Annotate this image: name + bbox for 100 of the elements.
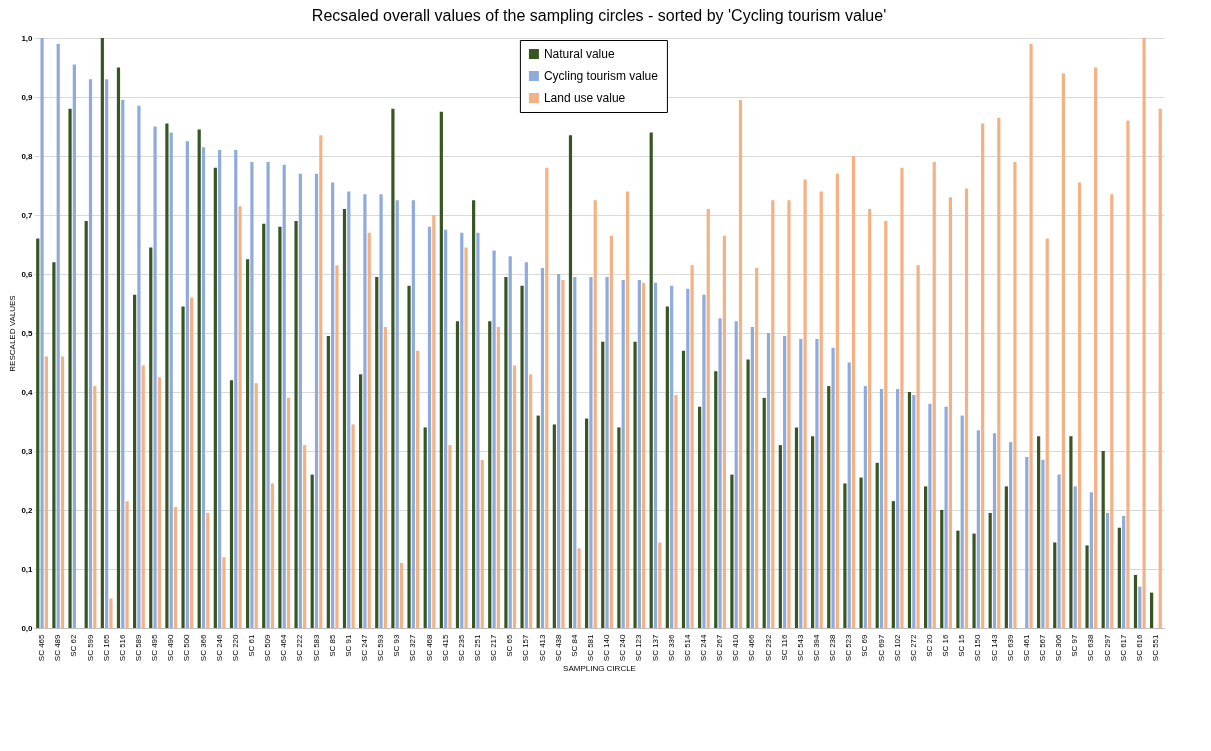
x-tick-label: SC 222 (295, 633, 305, 662)
x-tick-label: SC 438 (553, 633, 563, 662)
bar (72, 64, 76, 628)
x-tick-label: SC 247 (359, 633, 369, 662)
bar (1061, 73, 1065, 628)
bar (718, 318, 722, 628)
x-tick-label: SC 235 (456, 633, 466, 662)
x-tick-label: SC 93 (392, 633, 402, 657)
x-tick-label: SC 551 (1150, 633, 1160, 662)
bar (976, 430, 980, 628)
bar (577, 548, 581, 628)
bar (1077, 182, 1082, 628)
bar (423, 427, 427, 628)
bar (787, 200, 791, 628)
bar (799, 338, 803, 628)
y-tick-label: 0,0 (21, 623, 34, 633)
bar (730, 474, 734, 628)
bar (778, 445, 782, 628)
y-tick-label: 0,4 (21, 387, 34, 397)
x-tick-label: SC 297 (1102, 633, 1112, 662)
bar (262, 223, 266, 628)
bar (940, 510, 944, 628)
bar (379, 194, 383, 628)
bar (536, 415, 540, 628)
bar (609, 235, 613, 628)
x-tick-label: SC 415 (440, 633, 450, 662)
x-tick-label: SC 489 (53, 633, 63, 662)
bar (294, 220, 298, 628)
y-tick-label: 0,2 (21, 505, 34, 515)
bar (811, 436, 815, 628)
bar (766, 333, 771, 628)
bar (512, 365, 517, 628)
bar (246, 259, 250, 628)
bar (1085, 545, 1089, 628)
bar (476, 232, 480, 628)
x-tick-label: SC 516 (117, 633, 127, 662)
bar (690, 265, 694, 628)
bar (698, 406, 702, 628)
x-tick-label: SC 217 (489, 633, 499, 662)
bar (944, 406, 948, 628)
bar (868, 209, 872, 628)
legend-label: Natural value (543, 47, 615, 61)
x-tick-label: SC 150 (973, 633, 983, 662)
x-tick-label: SC 543 (795, 633, 805, 662)
x-tick-label: SC 157 (521, 633, 531, 662)
x-tick-label: SC 123 (634, 633, 644, 662)
bar (621, 279, 625, 628)
bar (141, 365, 145, 628)
bar (831, 347, 835, 628)
bar (746, 359, 750, 628)
bar (1073, 486, 1077, 628)
bar (771, 200, 775, 628)
x-tick-label: SC 140 (602, 633, 612, 662)
bar (367, 232, 371, 628)
bar (859, 477, 863, 628)
bar (794, 427, 799, 628)
x-tick-label: SC 616 (1134, 633, 1144, 662)
bar (250, 161, 254, 628)
bar (439, 111, 443, 628)
bar (303, 445, 307, 628)
bar (206, 512, 210, 628)
bar (448, 445, 452, 628)
bar (492, 250, 496, 628)
x-tick-label: SC 165 (101, 633, 111, 662)
bar (843, 483, 847, 628)
bar (165, 123, 169, 628)
y-tick-label: 0,6 (21, 269, 34, 279)
bar (722, 235, 726, 628)
x-tick-label: SC 272 (908, 633, 918, 662)
bar (681, 350, 686, 628)
x-tick-label: SC 238 (828, 633, 838, 662)
bar (964, 188, 969, 628)
bar (93, 386, 97, 628)
bar (229, 380, 234, 628)
bar (190, 297, 194, 628)
bar (234, 150, 238, 628)
bar (1037, 436, 1041, 628)
bar (169, 132, 173, 628)
bar (213, 167, 217, 628)
bar (665, 306, 669, 628)
bar (1138, 586, 1142, 628)
x-tick-label: SC 65 (505, 633, 515, 657)
bar (875, 462, 879, 628)
x-tick-label: SC 514 (682, 633, 692, 662)
bar (266, 161, 270, 628)
bar (222, 557, 226, 628)
bar (605, 276, 609, 628)
x-tick-label: SC 69 (860, 633, 870, 657)
bar (545, 167, 549, 628)
x-tick-label: SC 466 (747, 633, 757, 662)
bar (879, 389, 884, 628)
bar (561, 279, 565, 628)
x-tick-label: SC 232 (763, 633, 773, 662)
bar (972, 533, 976, 628)
x-tick-label: SC 85 (327, 633, 337, 657)
bar (738, 99, 743, 628)
bar (1150, 592, 1154, 628)
y-axis-title: RESCALED VALUES (8, 295, 18, 372)
x-tick-label: SC 523 (844, 633, 854, 662)
bar (254, 383, 258, 628)
